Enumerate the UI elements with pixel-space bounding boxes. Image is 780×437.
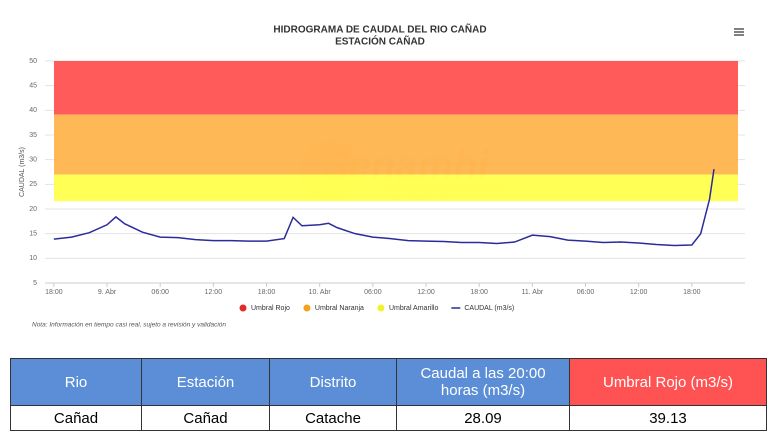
header-cell: Estación bbox=[141, 358, 270, 406]
x-tick-label: 12:00 bbox=[417, 289, 435, 296]
note: Nota: Información en tiempo casi real, s… bbox=[32, 322, 226, 329]
x-tick-label: 06:00 bbox=[364, 289, 382, 296]
threshold-band bbox=[54, 61, 738, 115]
y-tick-label: 20 bbox=[29, 206, 37, 213]
legend-label: Umbral Naranja bbox=[315, 305, 364, 312]
data-table: Rio Estación Distrito Caudal a las 20:00… bbox=[10, 358, 767, 431]
x-tick-label: 9. Abr bbox=[98, 289, 117, 296]
legend-label: Umbral Amarillo bbox=[389, 305, 439, 312]
chart: HIDROGRAMA DE CAUDAL DEL RIO CAÑAD ESTAC… bbox=[19, 23, 745, 329]
legend-label: CAUDAL (m3/s) bbox=[464, 305, 514, 312]
legend-marker bbox=[377, 304, 385, 312]
header-cell: Distrito bbox=[269, 358, 397, 406]
y-tick-label: 25 bbox=[29, 181, 37, 188]
header-cell: Umbral Rojo (m3/s) bbox=[569, 358, 767, 406]
cell: Cañad bbox=[10, 405, 142, 431]
x-tick-label: 06:00 bbox=[577, 289, 595, 296]
x-tick-label: 12:00 bbox=[630, 289, 648, 296]
x-tick-label: 18:00 bbox=[45, 289, 63, 296]
cell: Cañad bbox=[141, 405, 270, 431]
legend-marker bbox=[303, 304, 311, 312]
threshold-band bbox=[54, 114, 738, 175]
chart-subtitle: ESTACIÓN CAÑAD bbox=[335, 35, 425, 48]
x-tick-label: 12:00 bbox=[205, 289, 223, 296]
line-series bbox=[53, 168, 715, 247]
y-tick-label: 5 bbox=[33, 280, 37, 287]
legend-label: Umbral Rojo bbox=[251, 305, 290, 312]
x-tick-label: 10. Abr bbox=[309, 289, 332, 296]
legend-marker bbox=[239, 304, 247, 312]
y-tick-label: 50 bbox=[29, 58, 37, 65]
y-tick-label: 30 bbox=[29, 157, 37, 164]
x-tick-label: 11. Abr bbox=[522, 289, 544, 296]
y-tick-label: 15 bbox=[29, 231, 37, 238]
y-tick-label: 40 bbox=[29, 107, 37, 114]
y-axis-label: CAUDAL (m3/s) bbox=[19, 147, 26, 197]
cell: Catache bbox=[269, 405, 397, 431]
cell: 39.13 bbox=[569, 405, 767, 431]
y-tick-label: 45 bbox=[29, 83, 37, 90]
x-tick-label: 06:00 bbox=[151, 289, 169, 296]
y-tick-label: 10 bbox=[29, 255, 37, 262]
data-row: Cañad Cañad Catache 28.09 39.13 bbox=[10, 405, 767, 431]
menu-icon[interactable] bbox=[734, 28, 744, 36]
y-tick-label: 35 bbox=[29, 132, 37, 139]
x-tick-label: 18:00 bbox=[258, 289, 276, 296]
header-cell: Caudal a las 20:00 horas (m3/s) bbox=[396, 358, 570, 406]
x-tick-label: 18:00 bbox=[470, 289, 488, 296]
x-tick-label: 18:00 bbox=[683, 289, 701, 296]
cell: 28.09 bbox=[396, 405, 570, 431]
header-row: Rio Estación Distrito Caudal a las 20:00… bbox=[10, 358, 767, 406]
header-cell: Rio bbox=[10, 358, 142, 406]
threshold-band bbox=[54, 174, 738, 202]
chart-title: HIDROGRAMA DE CAUDAL DEL RIO CAÑAD bbox=[273, 23, 486, 36]
